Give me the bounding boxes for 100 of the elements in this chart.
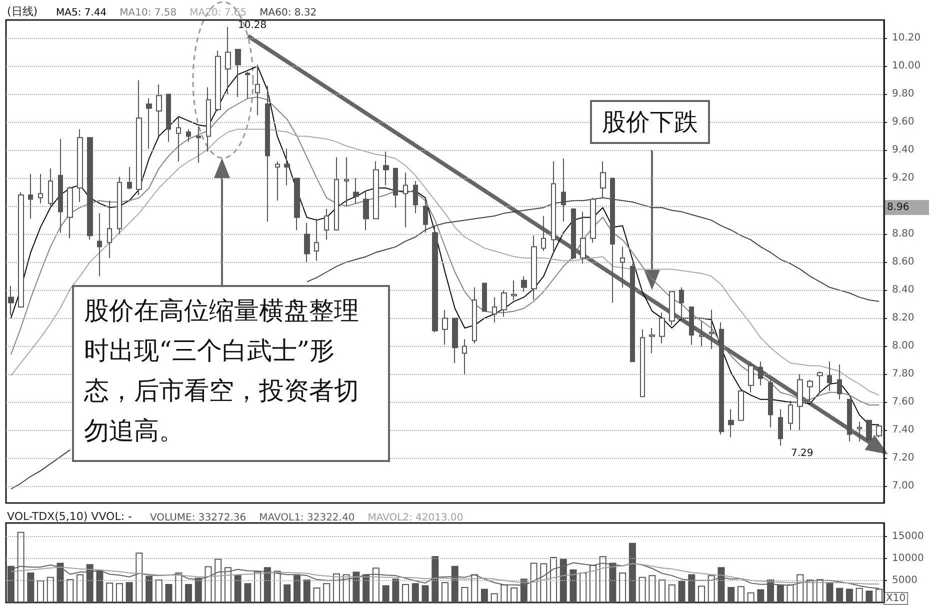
candlestick <box>324 208 329 240</box>
candlestick <box>511 280 517 300</box>
bar <box>313 587 320 602</box>
bar <box>382 585 390 602</box>
bar <box>461 587 468 602</box>
annotation: 7.29 <box>790 447 814 461</box>
candlestick <box>383 151 389 186</box>
candlestick <box>77 128 83 202</box>
candlestick <box>255 64 260 116</box>
annotation: 股价在高位缩量横盘整理时出现“三个白武士”形态，后市看空，投资者切勿追高。 <box>72 285 390 462</box>
candlestick <box>866 420 872 442</box>
candlestick <box>275 160 280 202</box>
annotation: 10.28 <box>237 19 268 33</box>
candlestick <box>265 85 270 222</box>
bar <box>570 569 577 602</box>
candlestick <box>857 421 862 442</box>
candlestick <box>571 208 576 260</box>
bar <box>165 584 172 602</box>
bar <box>866 590 873 602</box>
candlestick <box>620 246 625 288</box>
bar <box>490 593 498 602</box>
bar <box>284 584 291 602</box>
y-tick-label: 8.00 <box>892 340 914 352</box>
bar <box>728 587 735 602</box>
y-tick-label: 10000 <box>892 552 924 564</box>
bar <box>638 576 646 602</box>
bar <box>846 588 853 602</box>
bar <box>737 586 744 602</box>
y-tick-label: 9.20 <box>892 172 914 184</box>
candlestick <box>501 290 507 318</box>
candlestick <box>225 26 231 95</box>
candlestick <box>38 174 43 204</box>
y-tick-label: 9.60 <box>892 116 914 128</box>
bar <box>580 572 587 602</box>
text: MA60: 8.32 <box>260 8 317 18</box>
candlestick <box>334 156 339 230</box>
y-tick-label: 7.80 <box>892 368 914 380</box>
y-tick-label: 8.20 <box>892 312 914 324</box>
candlestick <box>393 168 398 208</box>
bar <box>126 582 133 602</box>
candlestick <box>600 160 606 198</box>
candlestick <box>58 138 63 234</box>
bar <box>668 584 676 602</box>
candlestick <box>876 424 882 438</box>
candlestick <box>580 211 586 264</box>
candlestick <box>413 180 418 214</box>
candlestick <box>669 291 675 326</box>
candlestick <box>206 86 211 152</box>
bar <box>422 585 429 602</box>
candlestick <box>551 160 556 253</box>
bar <box>185 584 192 602</box>
candlestick <box>28 174 33 220</box>
candlestick <box>689 306 694 346</box>
candlestick <box>699 320 704 347</box>
candlestick <box>610 178 615 304</box>
candlestick <box>768 378 773 428</box>
candlestick <box>136 80 142 196</box>
text: MA10: 7.58 <box>120 8 177 18</box>
candlestick <box>97 212 102 277</box>
candlestick <box>67 186 73 239</box>
bar <box>747 592 754 602</box>
candlestick <box>186 128 191 142</box>
annotation: 股价下跌 <box>590 100 710 144</box>
candlestick <box>788 400 793 431</box>
candlestick <box>432 225 438 333</box>
candlestick <box>561 158 566 222</box>
candlestick <box>294 178 300 230</box>
text: MA20: 7.65 <box>190 8 247 18</box>
bar <box>116 583 123 602</box>
bar <box>106 582 114 602</box>
candlestick <box>48 168 53 207</box>
y-axis-title: X10 <box>886 593 906 604</box>
candlestick <box>640 328 645 398</box>
candlestick <box>797 374 803 431</box>
bar <box>442 582 448 602</box>
candlestick <box>423 200 428 234</box>
y-tick-label: 9.80 <box>892 88 914 100</box>
y-tick-label: 7.00 <box>892 480 914 492</box>
bar <box>234 575 242 602</box>
bar <box>698 586 705 602</box>
y-tick-label: 8.60 <box>892 256 914 268</box>
candlestick <box>472 286 477 344</box>
bar <box>757 589 764 602</box>
bar <box>244 583 252 602</box>
candlestick <box>284 148 290 186</box>
chart-title: (日线) <box>7 5 38 18</box>
y-tick-label: 9.40 <box>892 144 914 156</box>
bar <box>37 580 44 602</box>
candlestick <box>245 71 250 99</box>
y-tick-label: 8.80 <box>892 228 914 240</box>
candlestick <box>166 94 171 142</box>
bar <box>836 588 844 602</box>
text: MA5: 7.44 <box>56 8 107 18</box>
y-tick-label: 8.40 <box>892 284 914 296</box>
candlestick <box>837 364 842 400</box>
bar <box>323 583 330 602</box>
candlestick <box>353 178 359 204</box>
candlestick <box>363 190 369 230</box>
candlestick <box>127 166 132 190</box>
bar <box>27 572 34 602</box>
